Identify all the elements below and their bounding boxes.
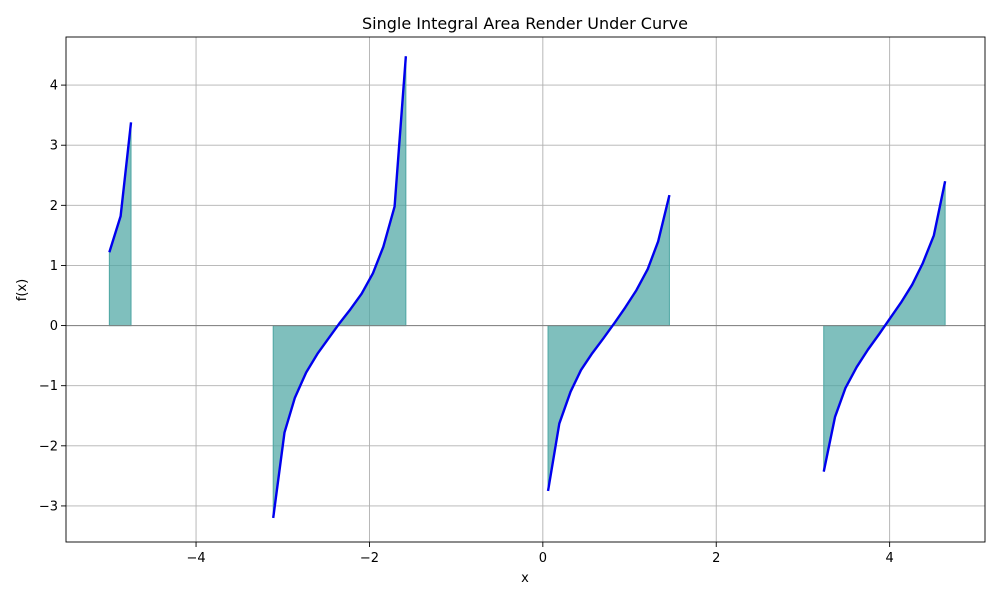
plot-frame — [65, 36, 986, 543]
x-tick-label: 2 — [712, 551, 720, 566]
function-curves — [108, 56, 947, 519]
y-tick-label: −2 — [39, 439, 58, 454]
y-tick-label: 2 — [50, 199, 58, 214]
y-axis-ticks: −3 −2 −1 0 1 2 3 4 — [39, 79, 66, 514]
curve-segment-3 — [546, 194, 671, 492]
x-axis-ticks: −4 −2 0 2 4 — [186, 542, 894, 566]
x-tick-label: 0 — [539, 551, 547, 566]
curve-segment-1 — [108, 122, 133, 253]
y-tick-label: 0 — [50, 319, 58, 334]
curve-segment-2 — [272, 56, 408, 519]
y-tick-label: 1 — [50, 259, 58, 274]
y-tick-label: 3 — [50, 139, 58, 154]
y-tick-label: 4 — [50, 79, 58, 94]
x-axis-label: x — [521, 571, 529, 586]
x-tick-label: 4 — [885, 551, 893, 566]
curve-segment-4 — [822, 181, 947, 472]
y-tick-label: −3 — [39, 499, 58, 514]
chart-title: Single Integral Area Render Under Curve — [362, 14, 688, 33]
x-tick-label: −4 — [186, 551, 205, 566]
x-tick-label: −2 — [360, 551, 379, 566]
y-axis-label: f(x) — [15, 279, 30, 301]
y-tick-label: −1 — [39, 379, 58, 394]
